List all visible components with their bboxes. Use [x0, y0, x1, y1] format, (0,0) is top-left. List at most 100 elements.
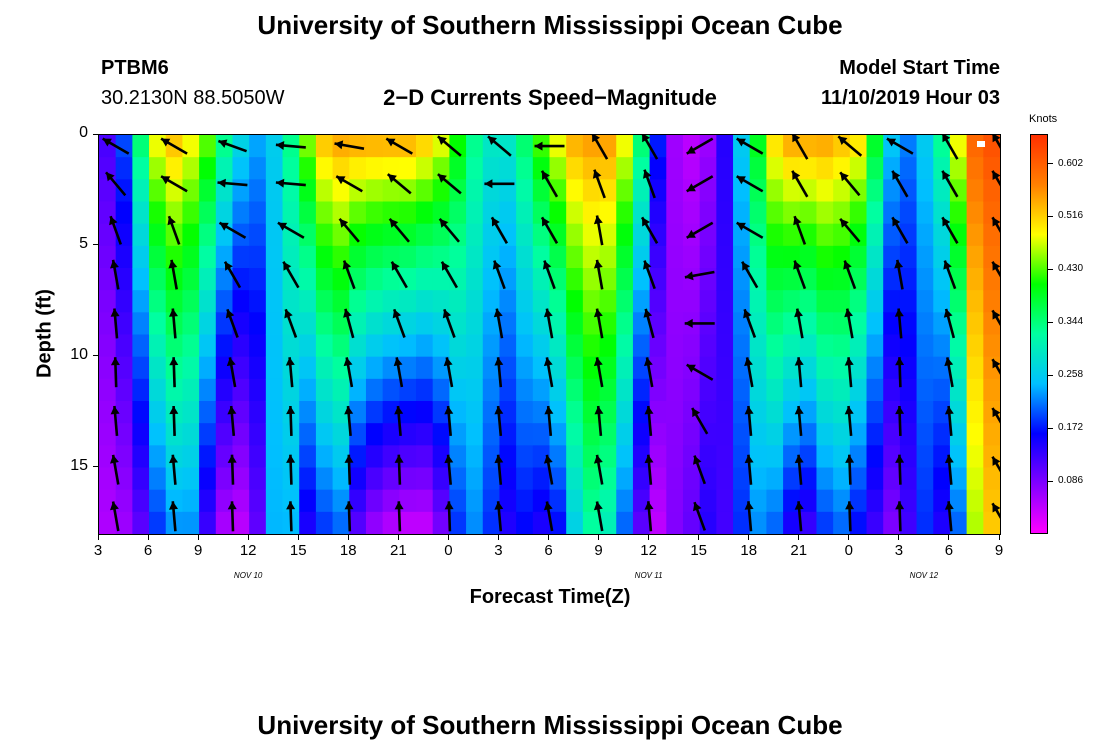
- heatmap-cell: [249, 135, 267, 158]
- heatmap-cell: [682, 245, 701, 269]
- heatmap-cell: [499, 401, 517, 424]
- current-vector-arrow: [592, 169, 606, 199]
- x-tick-mark: [598, 535, 600, 540]
- heatmap-cell: [632, 312, 651, 336]
- current-vector-arrow: [438, 217, 460, 243]
- heatmap-cell: [265, 334, 284, 358]
- heatmap-cell: [983, 179, 1000, 203]
- heatmap-cell: [215, 467, 234, 491]
- heatmap-cell: [699, 268, 717, 291]
- y-tick-mark: [93, 466, 98, 467]
- heatmap-cell: [916, 401, 934, 424]
- heatmap-cell: [466, 312, 484, 336]
- heatmap-cell: [149, 401, 167, 424]
- heatmap-cell: [733, 312, 751, 336]
- heatmap-cell: [382, 268, 400, 291]
- current-vector-arrow: [894, 308, 904, 339]
- heatmap-cell: [99, 179, 117, 203]
- heatmap-cell: [199, 179, 217, 203]
- heatmap-cell: [616, 445, 634, 469]
- heatmap-cell: [666, 223, 684, 247]
- heatmap-cell: [816, 201, 834, 225]
- heatmap-cell: [733, 467, 751, 491]
- current-vector-arrow: [591, 135, 609, 160]
- heatmap-cell: [766, 467, 784, 491]
- heatmap-cell: [966, 489, 984, 513]
- heatmap-cell: [549, 467, 567, 491]
- heatmap-cell: [582, 268, 601, 291]
- heatmap-cell: [482, 334, 501, 358]
- heatmap-cell: [449, 245, 467, 269]
- heatmap-cell: [249, 245, 267, 269]
- x-tick-mark: [147, 535, 149, 540]
- heatmap-cell: [899, 356, 918, 380]
- heatmap-cell: [716, 135, 734, 158]
- heatmap-cell: [733, 334, 751, 358]
- y-tick-label: 5: [79, 234, 88, 252]
- current-vector-arrow: [544, 405, 554, 437]
- heatmap-cell: [349, 356, 367, 380]
- heatmap-cell: [99, 511, 117, 534]
- heatmap-cell: [516, 312, 534, 336]
- heatmap-cell: [466, 467, 484, 491]
- y-tick-mark: [93, 133, 98, 135]
- heatmap-cell: [99, 268, 117, 291]
- heatmap-cell: [365, 201, 384, 225]
- heatmap-cell: [649, 135, 667, 158]
- heatmap-cell: [899, 334, 918, 358]
- heatmap-cell: [783, 290, 801, 313]
- heatmap-cell: [833, 312, 851, 336]
- colorbar-tick-mark: [1048, 480, 1053, 482]
- heatmap-cell: [866, 401, 884, 424]
- x-tick-label: 9: [193, 542, 203, 559]
- heatmap-cell: [516, 401, 534, 424]
- x-tick-label: 6: [544, 542, 553, 559]
- heatmap-cell: [516, 511, 534, 534]
- heatmap-cell: [149, 179, 167, 203]
- heatmap-cell: [382, 312, 400, 336]
- heatmap-cell: [132, 268, 150, 291]
- heatmap-cell: [899, 268, 918, 291]
- heatmap-cell: [733, 423, 751, 446]
- heatmap-cell: [199, 223, 217, 247]
- heatmap-cell: [949, 157, 968, 180]
- current-vector-arrow: [991, 407, 1000, 424]
- current-vector-arrow: [844, 357, 854, 388]
- heatmap-cell: [616, 467, 634, 491]
- current-vector-arrow: [894, 259, 904, 290]
- heatmap-cell: [215, 290, 234, 313]
- x-tick-mark: [748, 535, 750, 540]
- heatmap-cell: [299, 356, 317, 380]
- heatmap-cell: [115, 201, 133, 225]
- heatmap-cell: [382, 135, 400, 158]
- heatmap-cell: [382, 179, 400, 203]
- heatmap-cell: [232, 511, 250, 534]
- x-tick-mark: [848, 535, 850, 540]
- current-vector-arrow: [684, 318, 715, 328]
- heatmap-cell: [416, 356, 434, 380]
- heatmap-cell: [816, 356, 834, 380]
- heatmap-cell: [582, 334, 601, 358]
- current-vector-arrow: [444, 405, 454, 437]
- current-vector-arrow: [686, 221, 714, 239]
- current-vector-arrow: [944, 405, 954, 437]
- heatmap-cell: [199, 489, 217, 513]
- heatmap-cell: [532, 223, 551, 247]
- heatmap-cell: [849, 445, 868, 469]
- heatmap-cell: [799, 179, 818, 203]
- heatmap-cell: [666, 401, 684, 424]
- heatmap-cell: [532, 312, 551, 336]
- x-tick-label: 0: [844, 542, 853, 559]
- heatmap-cell: [966, 334, 984, 358]
- y-tick-mark: [93, 355, 98, 357]
- heatmap-cell: [549, 157, 567, 180]
- heatmap-cell: [332, 312, 350, 336]
- heatmap-cell: [949, 312, 968, 336]
- heatmap-cell: [132, 290, 150, 313]
- y-tick-mark: [93, 244, 98, 246]
- heatmap-cell: [749, 312, 768, 336]
- heatmap-cell: [265, 245, 284, 269]
- heatmap-cell: [399, 312, 417, 336]
- heatmap-cell: [916, 445, 934, 469]
- heatmap-cell: [582, 312, 601, 336]
